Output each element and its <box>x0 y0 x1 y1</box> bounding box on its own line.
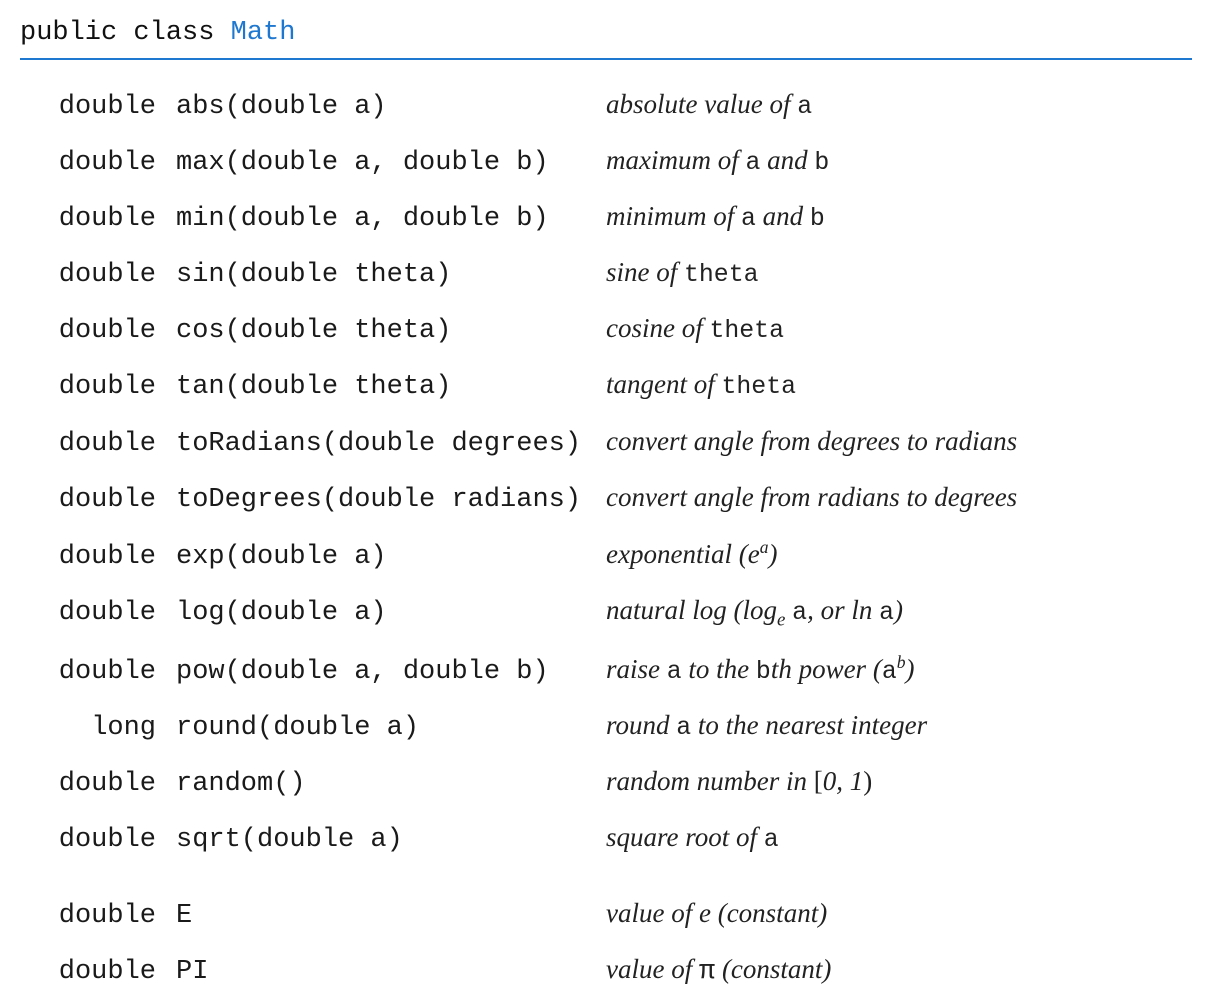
constant-name: PI <box>176 955 566 990</box>
method-row: double toDegrees(double radians) convert… <box>20 471 1192 527</box>
method-description: absolute value of a <box>566 87 1192 123</box>
method-description: maximum of a and b <box>566 143 1192 179</box>
return-type: double <box>46 655 176 690</box>
method-description: tangent of theta <box>566 367 1192 403</box>
method-description: natural log (loge a, or ln a) <box>566 593 1192 633</box>
method-signature: log(double a) <box>176 596 566 631</box>
method-signature: max(double a, double b) <box>176 146 566 181</box>
method-row: double log(double a) natural log (loge a… <box>20 584 1192 642</box>
constant-type: double <box>46 899 176 934</box>
method-signature: cos(double theta) <box>176 314 566 349</box>
class-name: Math <box>231 18 296 48</box>
constant-row: double PI value of π (constant) <box>20 943 1192 995</box>
method-description: exponential (ea) <box>566 536 1192 572</box>
method-signature: sin(double theta) <box>176 258 566 293</box>
method-signature: min(double a, double b) <box>176 202 566 237</box>
return-type: double <box>46 540 176 575</box>
method-row: double toRadians(double degrees) convert… <box>20 415 1192 471</box>
method-row: double exp(double a) exponential (ea) <box>20 527 1192 584</box>
method-signature: exp(double a) <box>176 540 566 575</box>
method-description: convert angle from radians to degrees <box>566 480 1192 515</box>
method-description: round a to the nearest integer <box>566 708 1192 744</box>
constant-row: double E value of e (constant) <box>20 887 1192 943</box>
return-type: double <box>46 427 176 462</box>
method-signature: pow(double a, double b) <box>176 655 566 690</box>
return-type: double <box>46 258 176 293</box>
constant-type: double <box>46 955 176 990</box>
method-signature: abs(double a) <box>176 90 566 125</box>
method-description: raise a to the bth power (ab) <box>566 651 1192 688</box>
method-signature: random() <box>176 767 566 802</box>
return-type: double <box>46 823 176 858</box>
class-heading-prefix: public class <box>20 18 231 48</box>
method-description: minimum of a and b <box>566 199 1192 235</box>
method-description: random number in [0, 1) <box>566 764 1192 799</box>
return-type: long <box>46 711 176 746</box>
section-gap <box>20 867 1192 887</box>
method-signature: toRadians(double degrees) <box>176 427 566 462</box>
return-type: double <box>46 90 176 125</box>
return-type: double <box>46 483 176 518</box>
return-type: double <box>46 146 176 181</box>
method-row: long round(double a) round a to the near… <box>20 699 1192 755</box>
method-description: square root of a <box>566 820 1192 856</box>
method-row: double cos(double theta) cosine of theta <box>20 302 1192 358</box>
class-heading: public class Math <box>20 18 1192 60</box>
method-row: double tan(double theta) tangent of thet… <box>20 358 1192 414</box>
method-signature: tan(double theta) <box>176 370 566 405</box>
api-table: public class Math double abs(double a) a… <box>0 0 1212 995</box>
method-signature: sqrt(double a) <box>176 823 566 858</box>
return-type: double <box>46 370 176 405</box>
method-description: convert angle from degrees to radians <box>566 424 1192 459</box>
constant-description: value of π (constant) <box>566 952 1192 990</box>
method-row: double sin(double theta) sine of theta <box>20 246 1192 302</box>
method-row: double random() random number in [0, 1) <box>20 755 1192 811</box>
method-signature: round(double a) <box>176 711 566 746</box>
method-row: double max(double a, double b) maximum o… <box>20 134 1192 190</box>
method-signature: toDegrees(double radians) <box>176 483 566 518</box>
method-row: double pow(double a, double b) raise a t… <box>20 642 1192 699</box>
constant-name: E <box>176 899 566 934</box>
return-type: double <box>46 314 176 349</box>
method-row: double min(double a, double b) minimum o… <box>20 190 1192 246</box>
return-type: double <box>46 596 176 631</box>
method-row: double abs(double a) absolute value of a <box>20 78 1192 134</box>
method-row: double sqrt(double a) square root of a <box>20 811 1192 867</box>
method-description: sine of theta <box>566 255 1192 291</box>
return-type: double <box>46 767 176 802</box>
method-list: double abs(double a) absolute value of a… <box>20 78 1192 995</box>
method-description: cosine of theta <box>566 311 1192 347</box>
constant-description: value of e (constant) <box>566 896 1192 931</box>
return-type: double <box>46 202 176 237</box>
